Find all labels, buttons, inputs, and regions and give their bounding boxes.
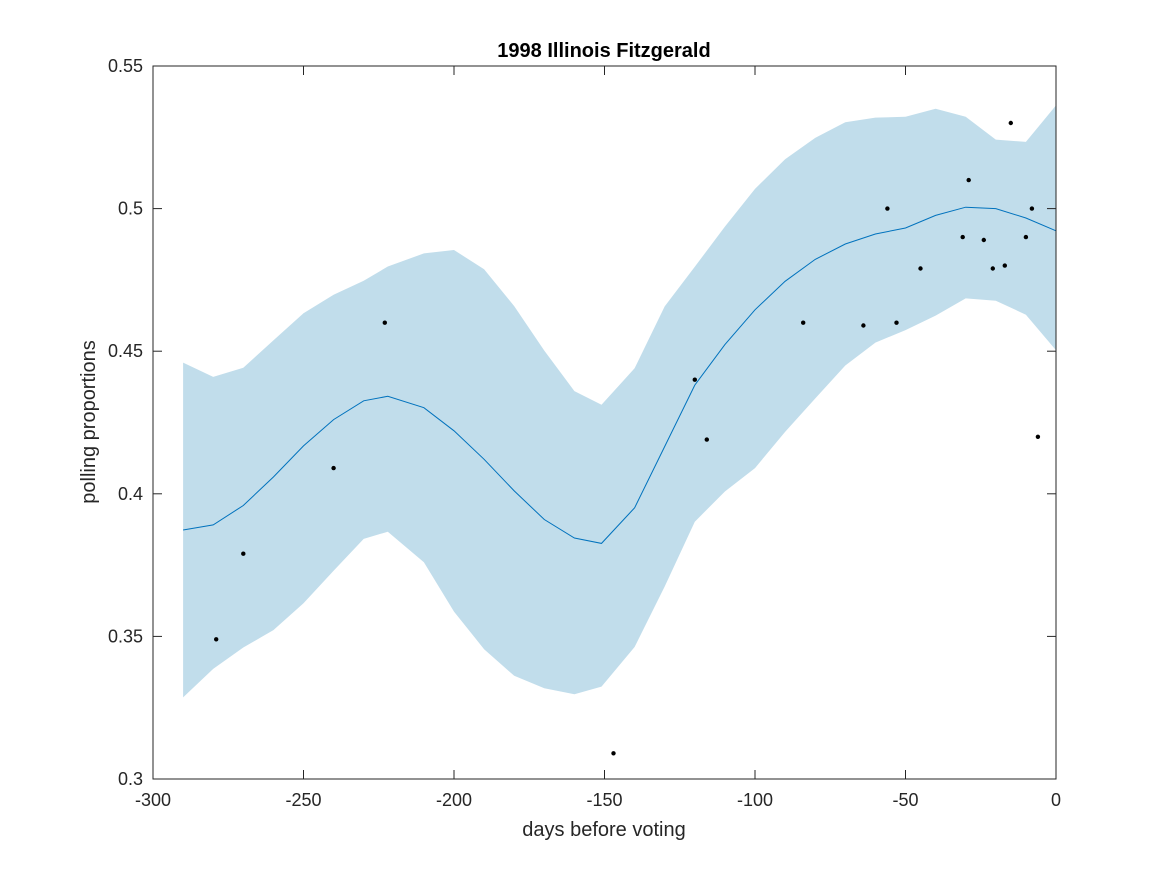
chart-title: 1998 Illinois Fitzgerald <box>497 40 710 62</box>
y-tick-label: 0.35 <box>108 626 143 646</box>
data-point <box>801 320 806 325</box>
y-axis: 0.3 0.35 0.4 0.45 0.5 0.55 <box>108 56 1056 789</box>
data-point <box>894 320 899 325</box>
x-tick-label: -250 <box>285 790 321 810</box>
data-point <box>1035 434 1041 439</box>
x-tick-label: -150 <box>586 790 622 810</box>
data-point <box>611 751 616 756</box>
y-axis-label: polling proportions <box>78 340 100 503</box>
data-point <box>885 206 890 211</box>
plot-area <box>183 105 1057 756</box>
x-tick-label: -300 <box>135 790 171 810</box>
y-tick-label: 0.55 <box>108 56 143 76</box>
confidence-band <box>183 105 1057 698</box>
data-point <box>1023 234 1029 240</box>
data-point <box>861 323 866 328</box>
data-point <box>960 234 965 240</box>
data-point <box>966 177 971 183</box>
data-point <box>1002 263 1007 268</box>
data-point <box>1029 206 1035 211</box>
data-points <box>214 120 1041 756</box>
x-tick-label: -100 <box>737 790 773 810</box>
data-point <box>918 266 923 271</box>
data-point <box>382 320 387 325</box>
data-point <box>692 377 697 382</box>
y-tick-label: 0.5 <box>118 199 143 219</box>
x-tick-label: -200 <box>436 790 472 810</box>
data-point <box>241 551 246 556</box>
data-point <box>214 637 219 642</box>
y-tick-label: 0.4 <box>118 484 143 504</box>
data-point <box>981 237 986 243</box>
data-point <box>331 465 336 471</box>
x-axis-label: days before voting <box>522 819 685 841</box>
data-point <box>1008 120 1013 126</box>
y-tick-label: 0.3 <box>118 769 143 789</box>
x-axis: -300 -250 -200 -150 -100 -50 0 <box>135 66 1061 810</box>
data-point <box>704 437 709 442</box>
fit-line <box>183 206 1057 544</box>
y-tick-label: 0.45 <box>108 341 143 361</box>
data-point <box>990 266 995 271</box>
x-tick-label: -50 <box>892 790 918 810</box>
x-tick-label: 0 <box>1051 790 1061 810</box>
